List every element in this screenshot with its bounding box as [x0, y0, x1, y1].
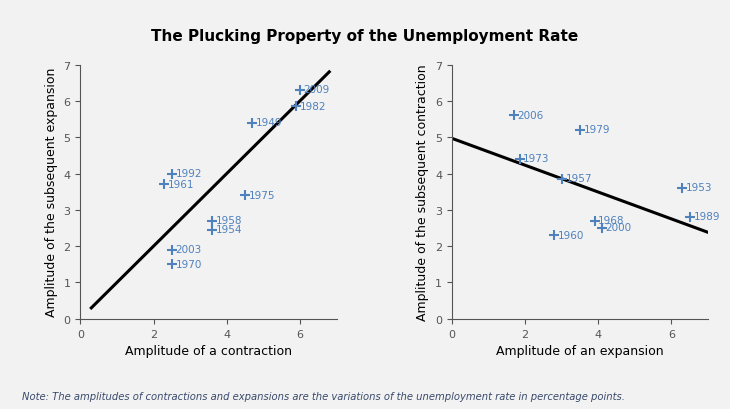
Text: 1953: 1953 [686, 183, 712, 193]
Text: 1954: 1954 [216, 225, 242, 234]
Text: 2000: 2000 [606, 223, 631, 233]
Text: The Plucking Property of the Unemployment Rate: The Plucking Property of the Unemploymen… [151, 29, 579, 44]
Text: 1979: 1979 [584, 125, 610, 135]
Text: 1961: 1961 [168, 179, 195, 189]
Text: 1949: 1949 [256, 118, 283, 128]
Text: 1957: 1957 [565, 174, 592, 184]
X-axis label: Amplitude of a contraction: Amplitude of a contraction [125, 344, 292, 357]
Text: 1968: 1968 [599, 216, 625, 225]
Text: 2009: 2009 [304, 85, 330, 95]
Text: 1982: 1982 [300, 101, 326, 111]
Text: 1958: 1958 [216, 216, 242, 225]
Text: 1970: 1970 [175, 259, 202, 269]
Y-axis label: Amplitude of the subsequent expansion: Amplitude of the subsequent expansion [45, 68, 58, 317]
Text: 2006: 2006 [518, 110, 544, 120]
Text: 1975: 1975 [249, 190, 275, 200]
Text: 1992: 1992 [175, 169, 202, 178]
Text: 1989: 1989 [694, 212, 720, 222]
Text: Note: The amplitudes of contractions and expansions are the variations of the un: Note: The amplitudes of contractions and… [22, 391, 625, 401]
Text: 2003: 2003 [175, 245, 201, 254]
Y-axis label: Amplitude of the subsequent contraction: Amplitude of the subsequent contraction [416, 64, 429, 320]
Text: 1960: 1960 [558, 230, 585, 240]
Text: 1973: 1973 [523, 154, 550, 164]
X-axis label: Amplitude of an expansion: Amplitude of an expansion [496, 344, 664, 357]
